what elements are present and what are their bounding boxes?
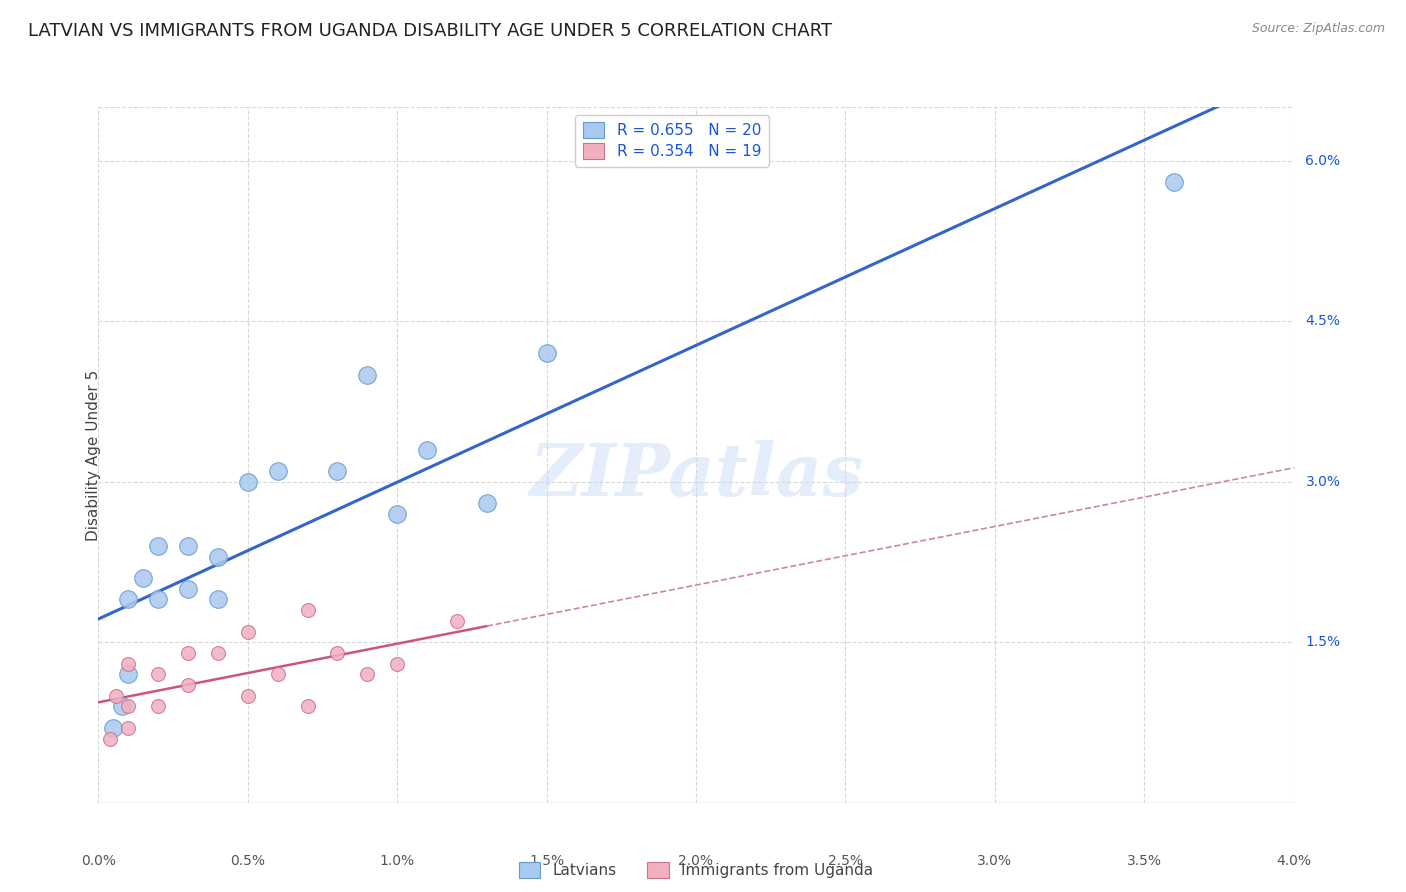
Point xyxy=(475,496,498,510)
Point xyxy=(1163,175,1185,189)
Point xyxy=(111,699,134,714)
Point xyxy=(177,678,200,692)
Point xyxy=(117,699,139,714)
Point xyxy=(356,667,378,681)
Point xyxy=(446,614,468,628)
Point xyxy=(207,646,229,660)
Text: 3.5%: 3.5% xyxy=(1126,855,1161,868)
Text: 0.0%: 0.0% xyxy=(82,855,115,868)
Point xyxy=(132,571,155,585)
Point xyxy=(236,689,259,703)
Point xyxy=(117,667,139,681)
Point xyxy=(98,731,122,746)
Text: 3.0%: 3.0% xyxy=(977,855,1012,868)
Text: 0.5%: 0.5% xyxy=(231,855,266,868)
Point xyxy=(385,507,409,521)
Text: 2.0%: 2.0% xyxy=(679,855,713,868)
Point xyxy=(297,603,319,617)
Text: Disability Age Under 5: Disability Age Under 5 xyxy=(86,369,101,541)
Point xyxy=(326,646,349,660)
Text: LATVIAN VS IMMIGRANTS FROM UGANDA DISABILITY AGE UNDER 5 CORRELATION CHART: LATVIAN VS IMMIGRANTS FROM UGANDA DISABI… xyxy=(28,22,832,40)
Point xyxy=(236,624,259,639)
Point xyxy=(117,657,139,671)
Legend: Latvians, Immigrants from Uganda: Latvians, Immigrants from Uganda xyxy=(512,855,880,886)
Text: Source: ZipAtlas.com: Source: ZipAtlas.com xyxy=(1251,22,1385,36)
Text: 1.5%: 1.5% xyxy=(529,855,564,868)
Point xyxy=(356,368,378,382)
Point xyxy=(148,699,170,714)
Point xyxy=(177,539,200,553)
Point xyxy=(117,592,139,607)
Point xyxy=(536,346,558,360)
Point xyxy=(297,699,319,714)
Text: 2.5%: 2.5% xyxy=(828,855,863,868)
Text: ZIPatlas: ZIPatlas xyxy=(529,441,863,511)
Point xyxy=(177,646,200,660)
Point xyxy=(236,475,259,489)
Point xyxy=(416,442,439,457)
Text: 6.0%: 6.0% xyxy=(1305,153,1340,168)
Text: 1.5%: 1.5% xyxy=(1305,635,1340,649)
Point xyxy=(103,721,125,735)
Point xyxy=(148,667,170,681)
Point xyxy=(385,657,409,671)
Point xyxy=(267,667,290,681)
Point xyxy=(177,582,200,596)
Point xyxy=(148,539,170,553)
Text: 4.5%: 4.5% xyxy=(1305,314,1340,328)
Text: 4.0%: 4.0% xyxy=(1277,855,1310,868)
Point xyxy=(105,689,128,703)
Point xyxy=(267,464,290,478)
Text: 1.0%: 1.0% xyxy=(380,855,415,868)
Point xyxy=(207,549,229,564)
Point xyxy=(117,721,139,735)
Text: 3.0%: 3.0% xyxy=(1305,475,1340,489)
Point xyxy=(207,592,229,607)
Point xyxy=(326,464,349,478)
Point xyxy=(148,592,170,607)
